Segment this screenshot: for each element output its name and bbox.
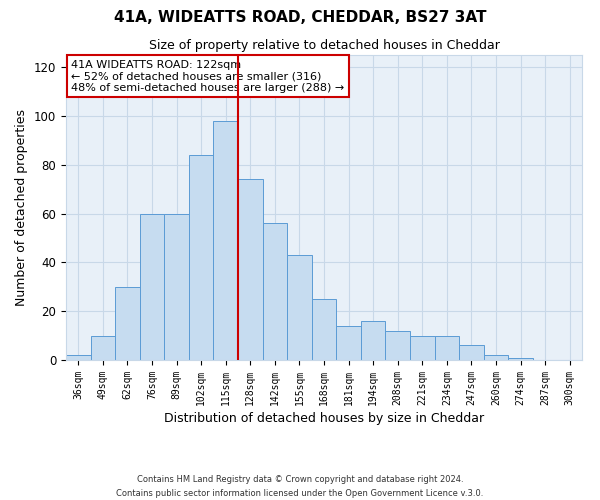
Bar xyxy=(410,336,434,360)
Y-axis label: Number of detached properties: Number of detached properties xyxy=(16,109,28,306)
Bar xyxy=(312,299,336,360)
Text: 41A WIDEATTS ROAD: 122sqm
← 52% of detached houses are smaller (316)
48% of semi: 41A WIDEATTS ROAD: 122sqm ← 52% of detac… xyxy=(71,60,344,93)
Bar xyxy=(214,121,238,360)
Bar xyxy=(115,287,140,360)
Bar xyxy=(164,214,189,360)
Bar xyxy=(385,330,410,360)
Bar xyxy=(361,321,385,360)
Bar xyxy=(459,346,484,360)
Bar xyxy=(287,255,312,360)
Bar xyxy=(91,336,115,360)
Bar xyxy=(434,336,459,360)
Bar xyxy=(336,326,361,360)
Bar xyxy=(508,358,533,360)
Bar xyxy=(140,214,164,360)
Bar xyxy=(66,355,91,360)
Text: 41A, WIDEATTS ROAD, CHEDDAR, BS27 3AT: 41A, WIDEATTS ROAD, CHEDDAR, BS27 3AT xyxy=(114,10,486,25)
Bar xyxy=(238,180,263,360)
Text: Contains HM Land Registry data © Crown copyright and database right 2024.
Contai: Contains HM Land Registry data © Crown c… xyxy=(116,476,484,498)
Bar xyxy=(263,224,287,360)
Bar xyxy=(189,155,214,360)
Bar xyxy=(484,355,508,360)
X-axis label: Distribution of detached houses by size in Cheddar: Distribution of detached houses by size … xyxy=(164,412,484,425)
Title: Size of property relative to detached houses in Cheddar: Size of property relative to detached ho… xyxy=(149,40,499,52)
